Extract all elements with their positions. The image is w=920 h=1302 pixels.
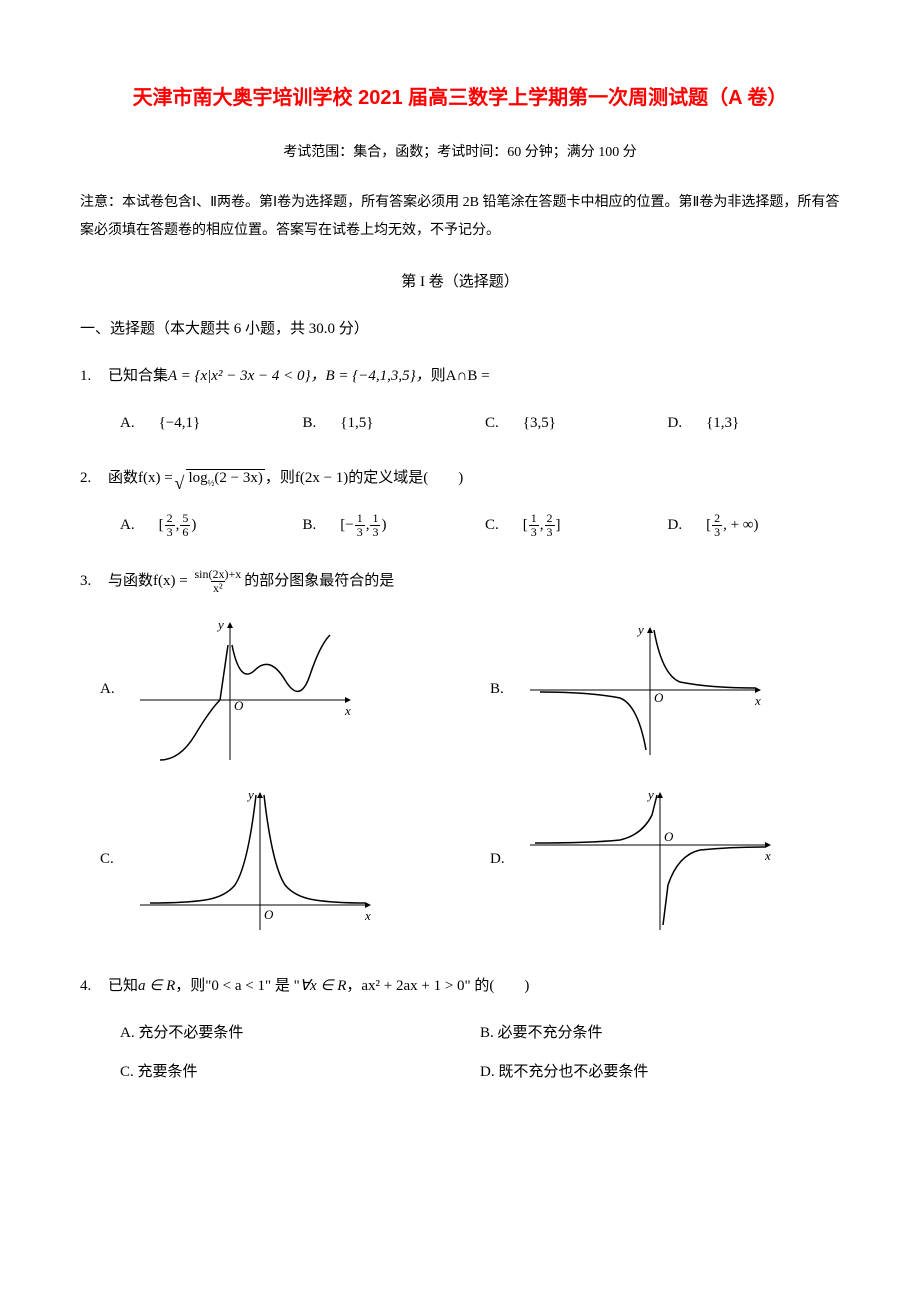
q3-graph-b: B. O x y — [490, 615, 820, 765]
graph-c-svg: O x y — [130, 785, 380, 935]
svg-text:y: y — [646, 787, 654, 802]
q3-graph-d: D. O x y — [490, 785, 820, 935]
q2-opt-a: A. [23,56) — [120, 512, 293, 539]
svg-text:x: x — [764, 848, 771, 863]
q2-stem: 函数f(x) = log½(2 − 3x)，则f(2x − 1)的定义域是( ) — [108, 465, 463, 492]
q3-graph-grid: A. O x y B. O x y — [80, 605, 840, 945]
q1-opt-c: C. {3,5} — [485, 410, 658, 437]
svg-text:x: x — [344, 703, 351, 718]
q4-stem: 已知a ∈ R，则"0 < a < 1" 是 "∀x ∈ R，ax² + 2ax… — [108, 973, 529, 1000]
part-1-label: 一、选择题（本大题共 6 小题，共 30.0 分） — [80, 316, 840, 343]
q3-graph-c: C. O x y — [100, 785, 430, 935]
q2-opt-c: C. [13,23] — [485, 512, 658, 539]
q2-opt-d: D. [23, + ∞) — [668, 512, 841, 539]
q4-opt-a: A. 充分不必要条件 — [120, 1020, 480, 1047]
graph-b-svg: O x y — [520, 620, 770, 760]
q4-opt-c: C. 充要条件 — [120, 1059, 480, 1086]
q3-number: 3. — [80, 568, 108, 595]
q1-number: 1. — [80, 363, 108, 390]
graph-d-svg: O x y — [520, 785, 780, 935]
question-1: 1. 已知合集A = {x|x² − 3x − 4 < 0}，B = {−4,1… — [80, 363, 840, 437]
section-1-label: 第 I 卷（选择题） — [80, 269, 840, 296]
question-2: 2. 函数f(x) = log½(2 − 3x)，则f(2x − 1)的定义域是… — [80, 465, 840, 539]
exam-title: 天津市南大奥宇培训学校 2021 届高三数学上学期第一次周测试题（A 卷） — [80, 80, 840, 116]
q1-opt-a: A. {−4,1} — [120, 410, 293, 437]
q4-opt-d: D. 既不充分也不必要条件 — [480, 1059, 840, 1086]
question-3: 3. 与函数f(x) = sin(2x)+xx²的部分图象最符合的是 A. O … — [80, 568, 840, 945]
svg-text:O: O — [654, 690, 664, 705]
q4-options: A. 充分不必要条件 B. 必要不充分条件 C. 充要条件 D. 既不充分也不必… — [80, 1020, 840, 1086]
q1-opt-b: B. {1,5} — [303, 410, 476, 437]
q2-opt-b: B. [−13,13) — [303, 512, 476, 539]
q2-number: 2. — [80, 465, 108, 492]
q4-number: 4. — [80, 973, 108, 1000]
svg-text:O: O — [234, 698, 244, 713]
svg-text:O: O — [664, 829, 674, 844]
exam-instructions: 注意：本试卷包含Ⅰ、Ⅱ两卷。第Ⅰ卷为选择题，所有答案必须用 2B 铅笔涂在答题卡… — [80, 189, 840, 245]
svg-text:y: y — [216, 617, 224, 632]
svg-text:x: x — [754, 693, 761, 708]
graph-a-svg: O x y — [130, 615, 360, 765]
exam-subtitle: 考试范围：集合，函数；考试时间：60 分钟；满分 100 分 — [80, 140, 840, 165]
svg-text:y: y — [636, 622, 644, 637]
q1-opt-d: D. {1,3} — [668, 410, 841, 437]
svg-text:y: y — [246, 787, 254, 802]
svg-text:O: O — [264, 907, 274, 922]
q4-opt-b: B. 必要不充分条件 — [480, 1020, 840, 1047]
q1-stem: 已知合集A = {x|x² − 3x − 4 < 0}，B = {−4,1,3,… — [108, 363, 490, 390]
q2-options: A. [23,56) B. [−13,13) C. [13,23] D. [23… — [80, 512, 840, 539]
q3-graph-a: A. O x y — [100, 615, 430, 765]
svg-text:x: x — [364, 908, 371, 923]
q3-stem: 与函数f(x) = sin(2x)+xx²的部分图象最符合的是 — [108, 568, 394, 595]
q1-options: A. {−4,1} B. {1,5} C. {3,5} D. {1,3} — [80, 410, 840, 437]
question-4: 4. 已知a ∈ R，则"0 < a < 1" 是 "∀x ∈ R，ax² + … — [80, 973, 840, 1086]
